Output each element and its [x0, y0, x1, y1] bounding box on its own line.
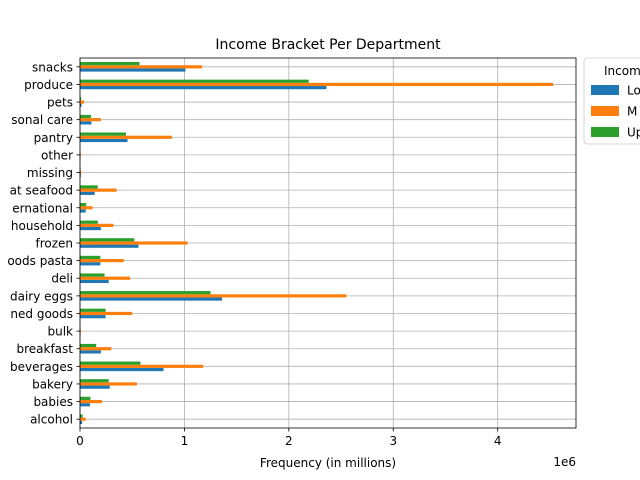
bar-M-canned goods [80, 311, 133, 316]
y-tick-label: oods pasta [7, 254, 73, 268]
legend-label-Lo: Lo [627, 84, 640, 98]
bar-Up-frozen [80, 238, 135, 242]
bar-Lo-household [80, 226, 101, 231]
bar-M-babies [80, 399, 102, 404]
bar-M-bulk [80, 329, 81, 333]
bar-M-dairy eggs [80, 294, 347, 298]
x-tick-label: 3 [389, 434, 397, 448]
bar-Lo-pantry [80, 138, 128, 143]
y-tick-label: babies [33, 395, 73, 409]
y-tick-label: household [11, 219, 73, 233]
bar-Lo-missing [80, 174, 81, 178]
legend-swatch-Lo [591, 85, 619, 95]
bar-Lo-personal care [80, 121, 92, 125]
bar-Up-bakery [80, 379, 109, 383]
bar-Lo-babies [80, 403, 90, 407]
bar-Lo-snacks [80, 68, 186, 72]
bar-M-snacks [80, 65, 203, 69]
y-tick-label: deli [51, 272, 73, 286]
bar-Up-international [80, 202, 87, 207]
bar-M-dry goods pasta [80, 259, 124, 263]
y-tick-label: snacks [32, 60, 73, 74]
bar-M-alcohol [80, 417, 86, 421]
y-tick-label: beverages [10, 360, 73, 374]
bar-Up-babies [80, 396, 91, 400]
bar-M-pets [80, 100, 85, 104]
bar-Lo-pets [80, 103, 82, 107]
bar-M-international [80, 206, 93, 210]
bar-Up-produce [80, 79, 309, 83]
bar-Up-pantry [80, 132, 126, 136]
bar-Up-beverages [80, 361, 141, 365]
bar-Lo-produce [80, 86, 327, 90]
bar-Up-breakfast [80, 343, 97, 348]
legend: Incom Lo M Up [583, 57, 640, 145]
plot-area: 0 1 2 3 4 alcohol babies bakery beverages breakfa… [7, 57, 577, 448]
bar-Up-deli [80, 273, 105, 277]
bar-Up-alcohol [80, 414, 83, 418]
y-tick-label: missing [27, 166, 73, 180]
x-tick-label: 2 [285, 434, 293, 448]
bar-M-personal care [80, 118, 101, 122]
x-tick-label: 4 [494, 434, 502, 448]
bar-Up-canned goods [80, 308, 106, 312]
y-tick-label: pantry [34, 131, 73, 145]
y-tick-label: ernational [12, 201, 73, 215]
bar-Up-household [80, 220, 98, 224]
bar-Lo-beverages [80, 367, 164, 372]
y-tick-label: other [41, 148, 73, 162]
bar-Lo-breakfast [80, 350, 101, 354]
y-tick-label: sonal care [11, 113, 73, 127]
y-tick-label: produce [24, 78, 73, 92]
bar-M-other [80, 153, 81, 157]
y-tick-label: alcohol [30, 413, 73, 427]
bar-Lo-dry goods pasta [80, 262, 101, 266]
bar-M-breakfast [80, 347, 112, 351]
legend-swatch-Up [591, 127, 619, 137]
legend-label-Up: Up [627, 126, 640, 140]
bar-Lo-alcohol [80, 420, 83, 424]
x-tick-label: 1 [181, 434, 189, 448]
y-tick-label: dairy eggs [10, 289, 73, 303]
y-tick-label: bulk [47, 325, 73, 339]
legend-title: Incom [604, 64, 640, 78]
y-tick-label: breakfast [16, 342, 73, 356]
bar-Up-dry goods pasta [80, 255, 101, 260]
bar-M-frozen [80, 241, 188, 245]
bar-Lo-deli [80, 279, 109, 284]
bar-M-beverages [80, 364, 204, 368]
legend-swatch-M [591, 106, 619, 116]
bar-Up-pets [80, 97, 82, 101]
bar-M-bakery [80, 382, 137, 386]
bar-M-household [80, 223, 114, 227]
legend-box [583, 57, 640, 145]
bar-M-missing [80, 170, 82, 175]
bar-Lo-dairy eggs [80, 297, 223, 301]
bar-Lo-meat seafood [80, 191, 95, 195]
bar-M-produce [80, 82, 554, 87]
bar-Lo-international [80, 209, 86, 213]
chart-title: Income Bracket Per Department [215, 37, 441, 53]
bar-Lo-frozen [80, 244, 139, 248]
bar-Lo-canned goods [80, 315, 106, 319]
x-tick-label: 0 [76, 434, 84, 448]
y-tick-label: at seafood [10, 184, 73, 198]
bar-Lo-bakery [80, 385, 110, 389]
bar-Up-personal care [80, 114, 91, 119]
y-tick-label: bakery [32, 377, 73, 391]
y-tick-label: pets [47, 96, 73, 110]
bar-M-deli [80, 276, 131, 280]
bar-Up-snacks [80, 62, 140, 66]
x-axis-offset-label: 1e6 [553, 455, 576, 469]
y-tick-label: ned goods [10, 307, 73, 321]
bar-Up-dairy eggs [80, 291, 211, 295]
y-tick-label: frozen [35, 237, 73, 251]
legend-label-M: M [627, 105, 637, 119]
bar-M-pantry [80, 135, 172, 139]
bar-M-meat seafood [80, 188, 117, 192]
bar-Up-meat seafood [80, 185, 98, 189]
x-axis-label: Frequency (in millions) [260, 456, 396, 470]
